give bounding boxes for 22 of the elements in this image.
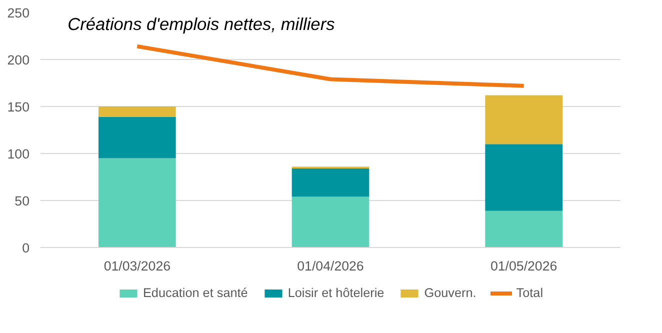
legend-label: Total [516, 286, 544, 300]
x-tick-label: 01/05/2026 [490, 258, 558, 274]
y-tick-label: 100 [7, 146, 30, 162]
bar [292, 168, 370, 197]
y-tick-label: 0 [22, 240, 30, 256]
legend-label: Gouvern. [424, 286, 476, 300]
bar [485, 210, 562, 248]
bar [485, 144, 562, 211]
x-tick-label: 01/04/2026 [297, 258, 364, 274]
y-tick-label: 50 [14, 194, 30, 208]
chart-title: Créations d'emplois nettes, milliers [68, 14, 336, 34]
bar [485, 95, 562, 144]
y-tick-label: 150 [7, 100, 30, 114]
y-tick-label: 250 [7, 6, 30, 20]
legend-label: Loisir et hôtelerie [288, 286, 384, 300]
bar [98, 116, 176, 158]
bar [98, 158, 176, 248]
x-tick-label: 01/03/2026 [104, 258, 171, 274]
y-tick-label: 200 [7, 52, 30, 68]
bar [98, 106, 176, 117]
legend-label: Education et santé [142, 286, 248, 300]
bar [292, 196, 370, 248]
